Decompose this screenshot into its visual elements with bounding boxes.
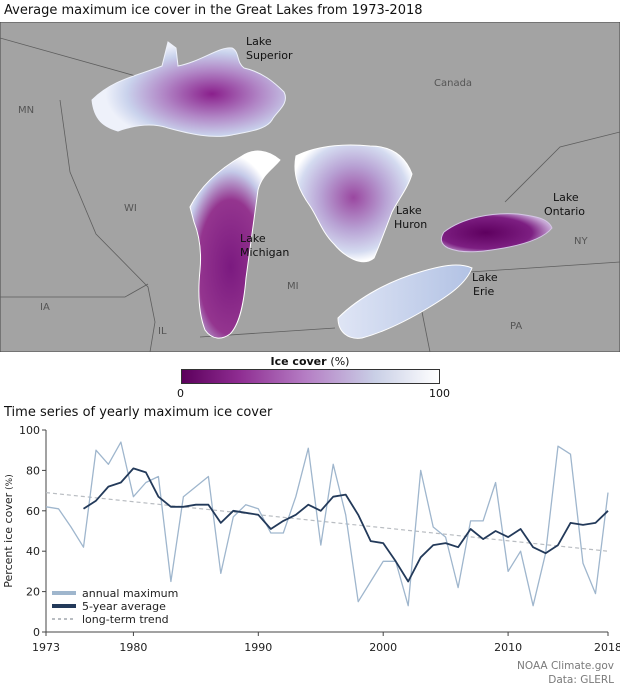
label-lake-erie-1: Lake [472,271,498,284]
label-ny: NY [574,236,588,247]
series-5-year-average [83,467,609,583]
label-pa: PA [510,321,522,332]
credit-data: Data: GLERL [548,674,614,686]
legend-entry-label: long-term trend [82,613,169,626]
x-tick-label: 1980 [119,641,147,654]
label-lake-huron-1: Lake [396,204,422,217]
y-tick-label: 100 [19,424,40,437]
label-lake-superior-1: Lake [246,35,272,48]
label-canada: Canada [434,78,472,89]
chart-axes: 0 20 40 60 80 100 1973 1980 1990 2000 2010 2018 Perc… [2,424,620,654]
label-wi: WI [124,203,137,214]
label-lake-huron-2: Huron [394,218,427,231]
y-axis-label-text: Percent ice cover [2,492,15,587]
ice-cover-time-series-chart: 0 20 40 60 80 100 1973 1980 1990 2000 2010 2018 Perc… [2,424,620,654]
great-lakes-ice-cover-map: Lake Superior Lake Michigan Lake Huron L… [0,22,620,352]
label-lake-ontario-1: Lake [553,191,579,204]
chart-series [45,441,609,607]
label-mn: MN [18,105,34,116]
y-tick-label: 40 [26,545,40,558]
label-lake-michigan-1: Lake [240,232,266,245]
x-tick-label: 2010 [494,641,522,654]
y-axis-label: Percent ice cover (%) [2,474,15,587]
map-title: Average maximum ice cover in the Great L… [4,3,423,18]
series-long-term-trend [45,492,609,552]
lake-huron [294,144,413,263]
lake-ontario [440,213,553,253]
label-ia: IA [40,302,50,313]
label-lake-ontario-2: Ontario [544,205,585,218]
lake-erie [337,264,473,339]
label-lake-superior-2: Superior [246,49,293,62]
lake-michigan [189,150,281,339]
y-tick-label: 80 [26,464,40,477]
lake-superior [91,41,286,137]
legend-title: Ice cover (%) [0,355,620,368]
label-mi: MI [287,281,299,292]
legend-entry-label: annual maximum [82,587,178,600]
y-tick-label: 60 [26,505,40,518]
ice-cover-color-scale [181,369,440,384]
lake-labels: Lake Superior Lake Michigan Lake Huron L… [240,35,585,298]
chart-title: Time series of yearly maximum ice cover [4,405,273,420]
legend-entry-label: 5-year average [82,600,166,613]
legend-max-label: 100 [429,387,450,400]
legend-title-text: Ice cover [270,355,327,368]
x-tick-label: 1973 [32,641,60,654]
label-il: IL [158,326,167,337]
region-labels: Canada MN WI MI IA IL NY PA [18,78,588,337]
series-annual-maximum [45,441,609,607]
y-tick-label: 20 [26,586,40,599]
y-axis-label-unit: (%) [5,474,15,490]
x-tick-label: 2000 [369,641,397,654]
x-tick-label: 2018 [594,641,620,654]
legend-min-label: 0 [177,387,184,400]
label-lake-michigan-2: Michigan [240,246,289,259]
x-tick-label: 1990 [244,641,272,654]
label-lake-erie-2: Erie [473,285,495,298]
y-tick-label: 0 [33,626,40,639]
legend-unit: (%) [330,355,350,368]
credit-source: NOAA Climate.gov [517,660,614,672]
